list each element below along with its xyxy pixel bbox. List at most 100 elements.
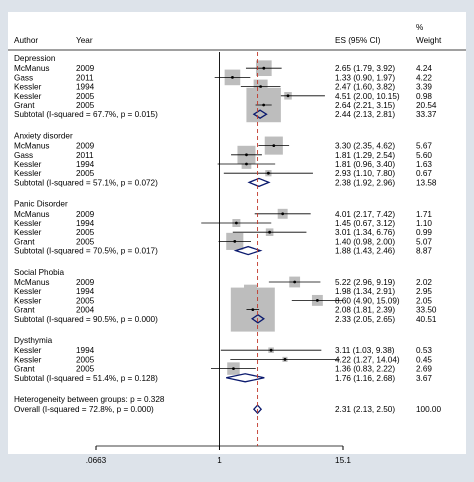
study-year: 1994 [76,346,95,355]
study-author: McManus [14,64,50,73]
point-estimate [259,85,263,88]
point-estimate [272,144,276,148]
point-estimate [245,162,248,166]
study-es-ci: 2.93 (1.10, 7.80) [335,169,395,178]
study-author: Kessler [14,355,42,364]
study-author: Grant [14,237,35,246]
study-weight: 1.63 [416,160,432,169]
study-year: 2005 [76,296,95,305]
study-author: Grant [14,101,35,110]
subtotal-es-ci: 2.33 (2.05, 2.65) [335,315,395,324]
study-weight: 2.05 [416,296,432,305]
study-es-ci: 1.40 (0.98, 2.00) [335,237,395,246]
study-es-ci: 3.01 (1.34, 6.76) [335,228,395,237]
study-weight: 33.50 [416,306,437,315]
study-es-ci: 2.65 (1.79, 3.92) [335,64,395,73]
x-axis-ticks: .0663 1 15.1 [86,446,351,465]
study-year: 1994 [76,219,95,228]
study-year: 2005 [76,355,95,364]
study-weight: 2.69 [416,365,432,374]
study-year: 2009 [76,278,95,287]
study-author: Kessler [14,228,42,237]
subtotal-diamond [250,314,265,324]
study-es-ci: 1.98 (1.34, 2.91) [335,287,395,296]
study-weight: 0.45 [416,355,432,364]
point-estimate [281,212,285,216]
study-weight: 3.39 [416,83,432,92]
study-year: 2009 [76,64,95,73]
point-estimate [234,221,238,225]
study-year: 2005 [76,101,95,110]
study-weight: 0.67 [416,169,432,178]
overall-weight: 100.00 [416,405,441,414]
point-estimate [251,308,255,311]
subtotal-diamond [226,373,265,383]
study-author: Grant [14,365,35,374]
header-weight: Weight [416,36,442,45]
point-estimate [269,348,273,352]
subtotal-es-ci: 1.76 (1.16, 2.68) [335,374,395,383]
x-tick-label: .0663 [86,456,107,465]
overall-diamond [252,404,263,415]
subtotal-weight: 33.37 [416,110,437,119]
study-weight: 20.54 [416,101,437,110]
study-es-ci: 3.11 (1.03, 9.38) [335,346,395,355]
study-year: 2011 [76,151,94,160]
subtotal-weight: 40.51 [416,315,437,324]
overall-label: Overall (I-squared = 72.8%, p = 0.000) [14,405,154,414]
point-estimate [232,367,235,370]
study-es-ci: 4.51 (2.00, 10.15) [335,92,400,101]
study-es-ci: 1.81 (0.96, 3.40) [335,160,395,169]
point-estimate [268,230,272,234]
subtotal-es-ci: 2.38 (1.92, 2.96) [335,178,395,187]
study-es-ci: 2.64 (2.21, 3.15) [335,101,395,110]
study-weight: 5.67 [416,142,432,151]
study-weight: 1.10 [416,219,432,228]
group-label: Panic Disorder [14,200,68,209]
point-estimate [293,280,297,284]
study-es-ci: 5.22 (2.96, 9.19) [335,278,395,287]
study-weight: 4.24 [416,64,432,73]
study-year: 2005 [76,92,95,101]
heterogeneity-label: Heterogeneity between groups: p = 0.328 [14,395,165,404]
study-year: 2009 [76,142,95,151]
subtotal-label: Subtotal (I-squared = 90.5%, p = 0.000) [14,315,158,324]
study-es-ci: 1.33 (0.90, 1.97) [335,73,395,82]
study-es-ci: 3.30 (2.35, 4.62) [335,142,395,151]
subtotal-es-ci: 1.88 (1.43, 2.46) [335,247,395,256]
subtotal-label: Subtotal (I-squared = 57.1%, p = 0.072) [14,178,158,187]
study-year: 2011 [76,73,94,82]
point-estimate [266,171,270,175]
study-weight: 0.53 [416,346,432,355]
study-author: Grant [14,306,35,315]
header-year: Year [76,36,93,45]
study-author: McManus [14,210,50,219]
study-es-ci: 4.01 (2.17, 7.42) [335,210,395,219]
study-es-ci: 2.47 (1.60, 3.82) [335,83,395,92]
study-weight: 5.60 [416,151,432,160]
x-tick-label: 15.1 [335,456,351,465]
header-author: Author [14,36,38,45]
study-author: Kessler [14,83,42,92]
study-author: Kessler [14,92,42,101]
study-weight: 4.22 [416,73,432,82]
header-percent: % [416,23,423,32]
point-estimate [283,358,287,361]
x-tick-label: 1 [217,456,222,465]
study-es-ci: 4.22 (1.27, 14.04) [335,355,400,364]
study-es-ci: 1.36 (0.83, 2.22) [335,365,395,374]
overall-es-ci: 2.31 (2.13, 2.50) [335,405,395,414]
point-estimate [315,299,319,302]
group-label: Dysthymia [14,336,53,345]
study-weight: 5.07 [416,237,432,246]
study-es-ci: 1.45 (0.67, 3.12) [335,219,395,228]
study-es-ci: 1.81 (1.29, 2.54) [335,151,395,160]
subtotal-label: Subtotal (I-squared = 70.5%, p = 0.017) [14,247,158,256]
study-es-ci: 2.08 (1.81, 2.39) [335,306,395,315]
subtotal-label: Subtotal (I-squared = 51.4%, p = 0.128) [14,374,158,383]
point-estimate [262,103,266,107]
study-author: Gass [14,151,33,160]
subtotal-es-ci: 2.44 (2.13, 2.81) [335,110,395,119]
point-estimate [286,94,290,98]
